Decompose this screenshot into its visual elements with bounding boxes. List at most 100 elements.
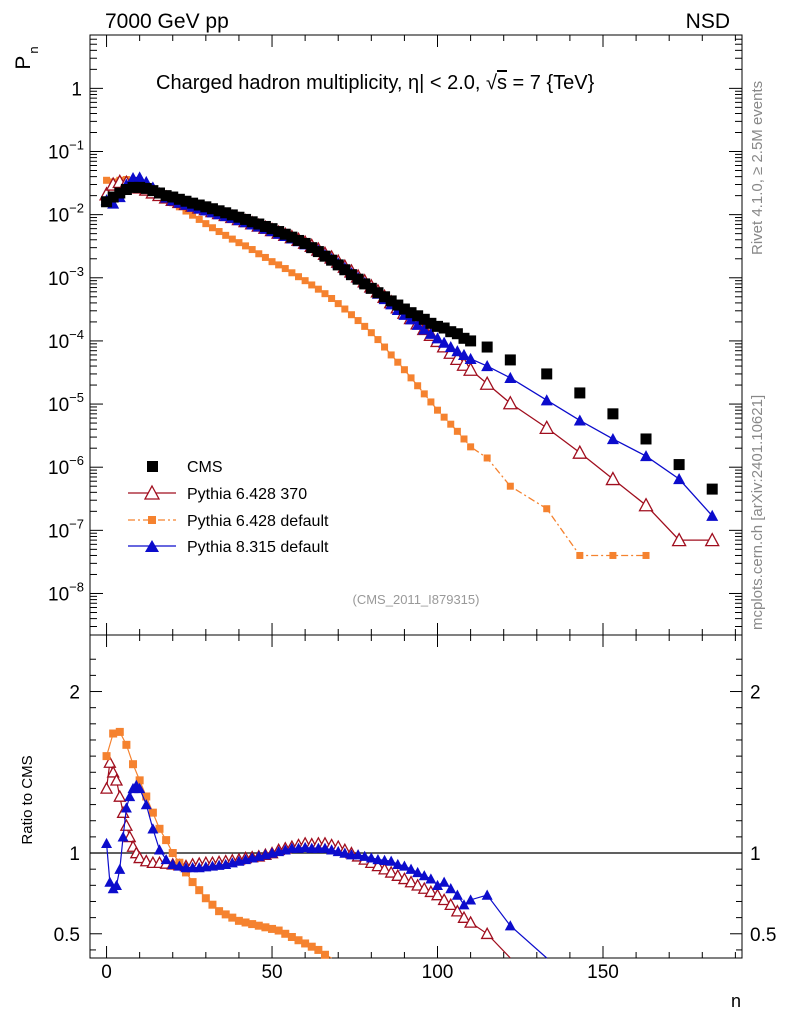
data-point — [400, 366, 408, 374]
ratio-point — [299, 841, 311, 853]
ratio-point — [480, 926, 494, 940]
data-point — [215, 228, 223, 236]
data-point — [206, 203, 218, 215]
ratio-point — [404, 875, 418, 888]
ratio-point — [109, 729, 118, 738]
title-energy: = 7 {TeV} — [507, 72, 595, 94]
ratio-point — [397, 871, 412, 885]
title-sqrt: √ — [486, 72, 497, 94]
ratio-point — [261, 923, 270, 932]
data-point — [411, 318, 424, 330]
xtick-label: 0 — [101, 962, 112, 983]
main-panel: 10−810−710−610−510−410−310−210−11 Pn Cha… — [12, 34, 743, 636]
ratio-point — [181, 868, 190, 877]
ratio-point — [173, 860, 185, 871]
ratio-point — [332, 845, 344, 857]
data-point — [385, 295, 397, 307]
legend-entry-pythia8-default: Pythia 8.315 default — [128, 539, 329, 556]
ratio-point — [160, 853, 172, 865]
data-point — [445, 326, 457, 338]
data-point — [574, 387, 586, 399]
data-point — [222, 231, 230, 239]
data-point — [200, 201, 212, 213]
data-point — [213, 205, 225, 217]
data-point — [456, 356, 472, 371]
data-point — [387, 351, 395, 359]
data-point — [706, 509, 719, 521]
ytick-label-exp: −6 — [69, 453, 84, 468]
data-point — [248, 246, 256, 254]
legend-marker-pythia8-default — [145, 540, 159, 552]
ratio-point — [113, 789, 127, 802]
data-point — [293, 234, 305, 246]
data-point — [255, 250, 263, 258]
legend-entry-pythia6-default: Pythia 6.428 default — [128, 513, 329, 530]
data-point — [465, 335, 477, 347]
data-point — [539, 419, 555, 435]
ytick-label-exp: −3 — [69, 264, 84, 279]
ratio-point — [102, 752, 111, 761]
ratio-point — [106, 765, 120, 778]
ratio-point — [352, 849, 364, 860]
data-point — [354, 317, 362, 325]
ratio-point — [215, 907, 224, 916]
legend: CMS Pythia 6.428 370 Pythia 6.428 defaul… — [128, 459, 329, 556]
data-point — [286, 231, 298, 243]
ratio-point — [281, 929, 290, 938]
ratio-point — [379, 854, 391, 865]
data-point — [328, 294, 336, 302]
data-point — [301, 277, 309, 285]
ratio-point — [122, 740, 131, 749]
data-point — [228, 235, 236, 243]
data-point — [306, 242, 318, 254]
main-ytick-label: 10−8 — [48, 579, 84, 605]
data-point — [453, 427, 461, 435]
data-point — [173, 193, 185, 205]
data-point — [187, 197, 199, 209]
ratio-point — [274, 926, 283, 935]
ratio-ytick-label: 1 — [69, 844, 80, 865]
ratio-series-0 — [99, 755, 511, 959]
data-point — [288, 269, 296, 277]
main-ytick-label: 10−2 — [48, 201, 84, 227]
data-point — [576, 551, 584, 559]
ratio-point — [155, 824, 164, 833]
data-point — [640, 450, 653, 462]
data-point — [412, 310, 424, 322]
data-point — [259, 220, 271, 232]
ratio-point — [148, 808, 157, 817]
ratio-point — [99, 781, 114, 794]
data-point — [706, 483, 718, 495]
data-point — [233, 211, 245, 223]
data-point — [361, 322, 369, 330]
data-point — [541, 368, 553, 380]
data-point — [275, 261, 283, 269]
data-point — [432, 320, 444, 332]
ratio-panel-frame — [89, 634, 743, 959]
data-point — [673, 459, 685, 471]
ytick-label-exp: −1 — [69, 137, 84, 152]
ratio-point — [103, 755, 117, 768]
data-point — [405, 313, 418, 325]
mcplots-reference-label: mcplots.cern.ch [arXiv:2401.10621] — [749, 395, 766, 630]
data-point — [140, 182, 152, 194]
ratio-point — [147, 823, 159, 834]
ratio-point — [101, 837, 113, 849]
data-point — [379, 291, 391, 303]
data-point — [394, 358, 402, 366]
data-point — [607, 408, 619, 420]
ytick-label-base: 10 — [48, 206, 69, 227]
data-point — [334, 300, 342, 308]
rivet-version-label: Rivet 4.1.0, ≥ 2.5M events — [749, 81, 766, 255]
ratio-point — [188, 878, 197, 887]
data-point — [268, 258, 276, 266]
data-point — [319, 250, 331, 262]
ratio-point — [268, 924, 277, 933]
ratio-ytick-label: 0.5 — [54, 925, 80, 946]
data-point — [374, 336, 382, 344]
ratio-point — [365, 852, 377, 863]
data-point — [431, 332, 444, 344]
ratio-series-1 — [102, 727, 332, 959]
ratio-point — [109, 773, 124, 786]
ratio-point — [117, 831, 129, 842]
